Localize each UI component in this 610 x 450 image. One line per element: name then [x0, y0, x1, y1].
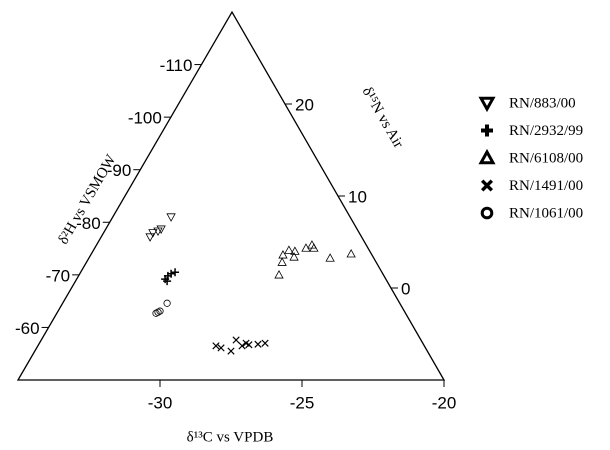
marker	[152, 309, 160, 317]
marker	[245, 341, 253, 349]
legend-label: RN/883/00	[509, 95, 576, 111]
y-tick-label: -90	[107, 161, 132, 180]
y2-axis-label: δ¹⁵N vs Air	[359, 84, 407, 151]
marker	[290, 246, 300, 255]
marker	[148, 229, 158, 238]
marker	[261, 339, 269, 347]
legend-label: RN/1491/00	[509, 178, 583, 194]
y2-tick-label: 10	[348, 187, 367, 206]
marker	[289, 252, 299, 261]
marker	[166, 213, 176, 222]
y-tick-label: -110	[160, 56, 193, 75]
marker	[163, 299, 171, 307]
legend-marker	[480, 179, 494, 192]
marker	[301, 243, 311, 252]
marker	[156, 307, 164, 315]
marker	[254, 340, 262, 348]
marker	[325, 253, 335, 262]
marker	[346, 249, 356, 258]
y-tick-label: -100	[128, 109, 162, 128]
legend-label: RN/2932/99	[509, 123, 583, 139]
legend-label: RN/6108/00	[509, 150, 583, 166]
marker	[153, 227, 163, 237]
legend-marker	[478, 96, 496, 113]
marker	[167, 269, 176, 278]
y2-tick-label: 20	[295, 95, 314, 114]
marker	[154, 308, 162, 316]
marker	[277, 257, 287, 266]
marker	[217, 344, 225, 352]
legend-marker	[478, 148, 496, 165]
x-axis-label: δ¹³C vs VPDB	[187, 429, 274, 445]
y-tick-label: -80	[76, 214, 101, 233]
marker	[309, 243, 319, 252]
marker	[212, 342, 220, 350]
marker	[163, 277, 172, 286]
y-tick-label: -60	[15, 319, 40, 338]
x-tick-label: -20	[432, 393, 457, 412]
marker	[227, 347, 235, 355]
marker	[232, 336, 240, 344]
x-tick-label: -30	[148, 393, 173, 412]
marker	[145, 233, 155, 242]
y-tick-label: -70	[46, 266, 71, 285]
x-tick-label: -25	[290, 393, 315, 412]
marker	[238, 342, 246, 350]
marker	[284, 245, 294, 254]
legend-marker	[481, 124, 493, 137]
marker	[274, 270, 284, 279]
y2-tick-label: 0	[401, 279, 410, 298]
marker	[171, 268, 180, 277]
marker	[278, 250, 288, 259]
marker	[156, 225, 166, 234]
legend-marker	[480, 206, 494, 220]
legend-label: RN/1061/00	[509, 205, 583, 221]
